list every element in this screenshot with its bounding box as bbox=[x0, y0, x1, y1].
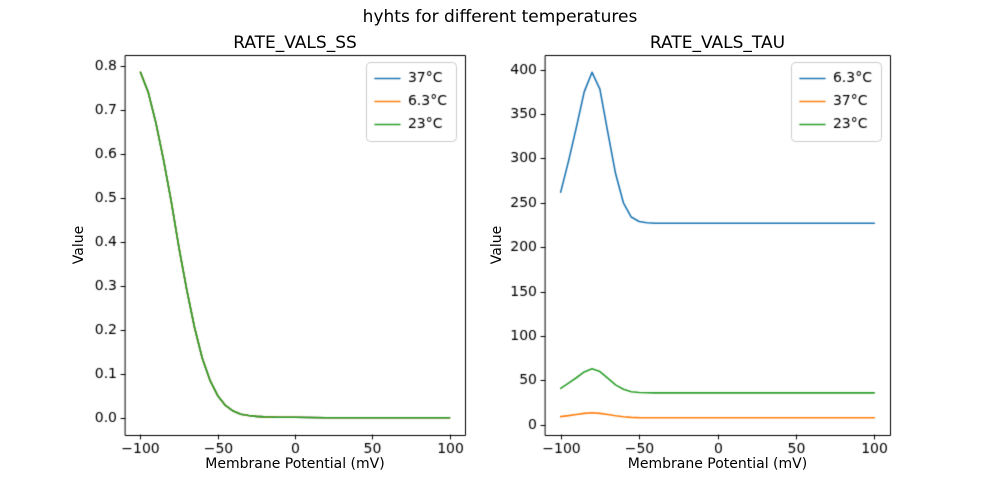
x-axis-label-tau: Membrane Potential (mV) bbox=[627, 456, 808, 472]
y-axis-label-tau: Value bbox=[489, 225, 505, 265]
subplot-title-rate-vals-ss: RATE_VALS_SS bbox=[233, 33, 357, 53]
subplot-title-rate-vals-tau: RATE_VALS_TAU bbox=[649, 33, 786, 53]
x-axis-label-ss: Membrane Potential (mV) bbox=[205, 456, 385, 472]
figure-title: hyhts for different temperatures bbox=[362, 7, 638, 27]
y-axis-label-ss: Value bbox=[71, 225, 87, 265]
